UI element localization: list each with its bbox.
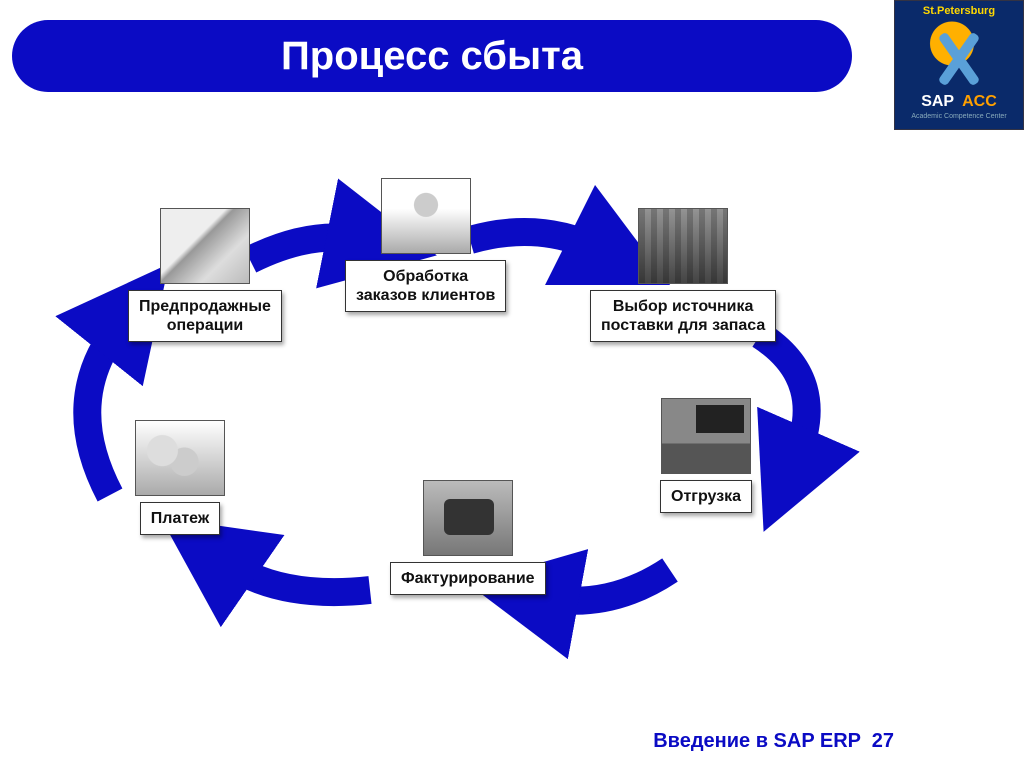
cycle-node-presales: Предпродажные операции xyxy=(128,208,282,342)
diagram-stage: Предпродажные операции Обработка заказов … xyxy=(0,150,1024,690)
sourcing-thumb xyxy=(638,208,728,284)
orders-thumb xyxy=(381,178,471,254)
sourcing-label: Выбор источника поставки для запаса xyxy=(590,290,776,342)
footer-prefix: Введение в SAP ERP xyxy=(653,730,860,752)
cycle-node-invoicing: Фактурирование xyxy=(390,480,546,595)
shipping-label: Отгрузка xyxy=(660,480,752,513)
logo-badge: St.Petersburg SAP ACC Academic Competenc… xyxy=(894,0,1024,130)
shipping-thumb xyxy=(661,398,751,474)
page-title: Процесс сбыта xyxy=(281,34,583,79)
cycle-node-sourcing: Выбор источника поставки для запаса xyxy=(590,208,776,342)
arrow-invoicing-to-payment xyxy=(225,562,370,592)
invoicing-thumb xyxy=(423,480,513,556)
logo-sap: SAP xyxy=(921,93,954,111)
logo-icon xyxy=(924,19,994,89)
invoicing-label: Фактурирование xyxy=(390,562,546,595)
logo-top-text: St.Petersburg xyxy=(923,5,995,17)
presales-label: Предпродажные операции xyxy=(128,290,282,342)
arrow-payment-to-presales xyxy=(87,325,120,495)
cycle-node-orders: Обработка заказов клиентов xyxy=(345,178,506,312)
logo-bottom: SAP ACC xyxy=(921,93,997,111)
orders-label: Обработка заказов клиентов xyxy=(345,260,506,312)
cycle-node-payment: Платеж xyxy=(135,420,225,535)
footer: Введение в SAP ERP 27 xyxy=(653,730,894,753)
presales-thumb xyxy=(160,208,250,284)
title-bar: Процесс сбыта xyxy=(12,20,852,92)
arrow-shipping-to-invoicing xyxy=(545,570,670,601)
cycle-node-shipping: Отгрузка xyxy=(660,398,752,513)
footer-page: 27 xyxy=(872,730,894,752)
logo-subtitle: Academic Competence Center xyxy=(911,113,1006,120)
logo-acc: ACC xyxy=(962,93,997,111)
payment-label: Платеж xyxy=(140,502,220,535)
payment-thumb xyxy=(135,420,225,496)
arrow-sourcing-to-shipping xyxy=(760,335,807,460)
